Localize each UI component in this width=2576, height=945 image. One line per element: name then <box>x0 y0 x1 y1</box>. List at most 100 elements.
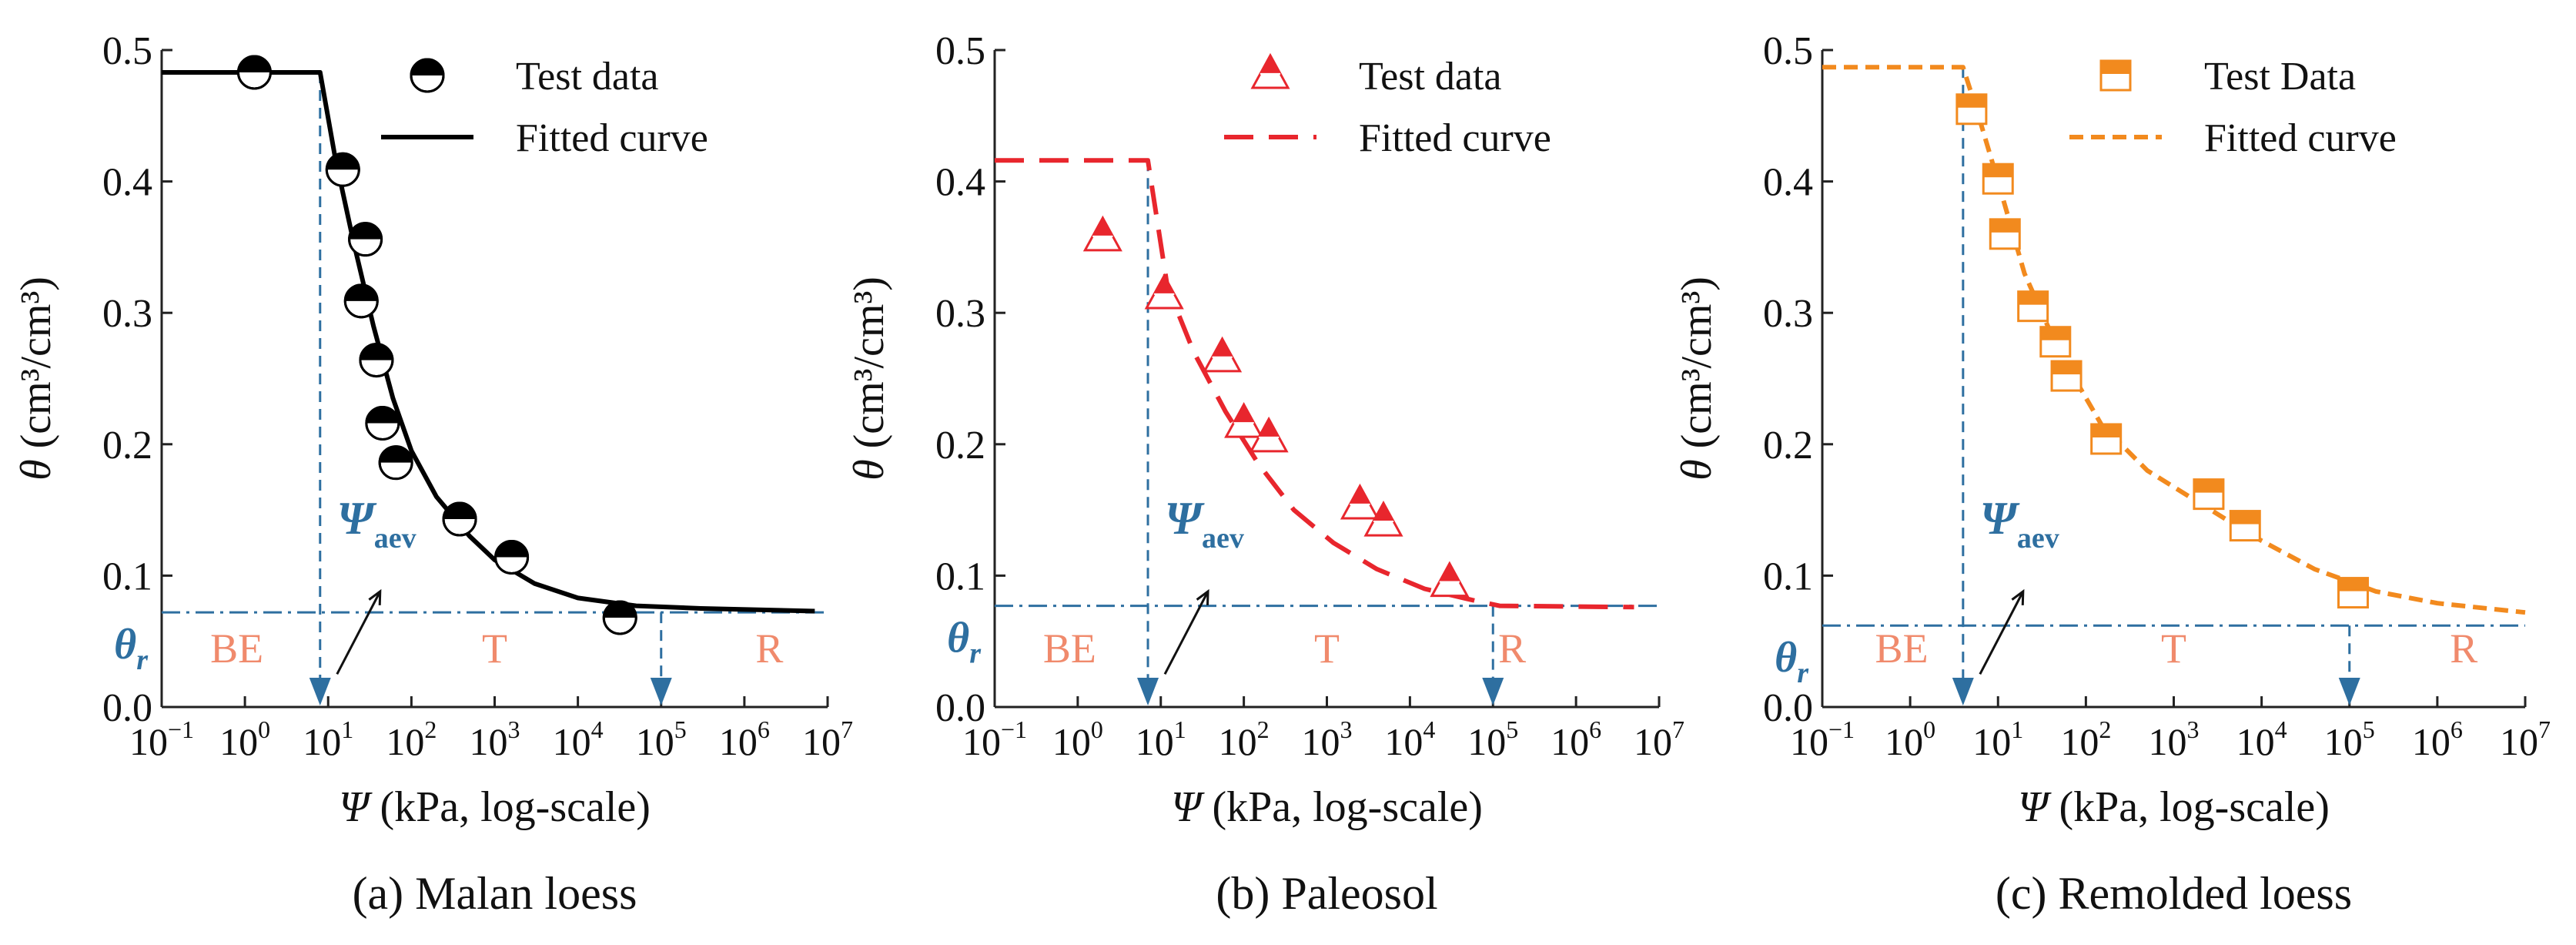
psi-aev-label: Ψaev <box>1980 493 2059 555</box>
fitted-curve <box>162 70 815 614</box>
data-point-9 <box>2229 510 2261 542</box>
psi-aev-pointer-head <box>368 588 382 605</box>
data-point-8 <box>1430 561 1470 598</box>
x-tick-label: 103 <box>470 715 520 763</box>
psi-aev-arrowhead <box>1137 678 1159 705</box>
x-tick-label: 102 <box>1219 715 1270 763</box>
data-point-4-fill <box>345 284 378 301</box>
data-point-5 <box>2039 326 2072 358</box>
data-point-10-ring <box>602 600 637 635</box>
y-tick-label: 0.3 <box>102 292 152 336</box>
data-point-3 <box>1989 218 2021 250</box>
x-tick-label: 107 <box>1634 715 1684 763</box>
data-point-6 <box>2050 360 2083 392</box>
data-point-8 <box>2193 478 2225 511</box>
data-point-9-fill <box>2230 511 2260 524</box>
data-point-3 <box>348 222 383 257</box>
data-point-2 <box>1144 273 1184 310</box>
region-label-r: R <box>2450 625 2477 672</box>
x-tick-label: 107 <box>802 715 853 763</box>
data-point-3 <box>1203 336 1243 373</box>
psi-aev-pointer <box>336 591 382 675</box>
data-point-3-fill <box>349 223 382 240</box>
data-point-8-fill <box>1439 563 1460 582</box>
data-point-8-fill <box>443 503 477 520</box>
panel-caption: (b) Paleosol <box>1216 868 1437 919</box>
data-point-5 <box>359 343 394 378</box>
x-axis-label: Ψ (kPa, log-scale) <box>1171 783 1483 831</box>
x-tick-label: 101 <box>1136 715 1186 763</box>
psi-aev-pointer <box>1979 591 2025 675</box>
theta-r-label: θr <box>1775 634 1809 689</box>
data-point-1-fill <box>1092 217 1113 236</box>
legend-marker-fill <box>1260 55 1281 74</box>
legend-test-label: Test data <box>516 55 659 99</box>
data-point-5-fill <box>2040 327 2070 340</box>
data-point-6 <box>365 406 400 441</box>
x-tick-label: 105 <box>2324 715 2375 763</box>
data-point-1-fill <box>238 56 271 73</box>
legend-fit-label: Fitted curve <box>1359 116 1551 160</box>
data-point-8-fill <box>2193 479 2223 493</box>
data-point-7 <box>1363 500 1403 537</box>
x-tick-label: 101 <box>1972 715 2023 763</box>
data-point-2-fill <box>1983 164 2013 178</box>
x-tick-label: 106 <box>719 715 770 763</box>
y-tick-label: 0.0 <box>935 686 985 730</box>
region-label-t: T <box>482 625 507 672</box>
y-tick-label: 0.2 <box>102 424 152 467</box>
y-tick-label: 0.4 <box>1763 161 1813 205</box>
data-point-7-fill <box>380 446 413 463</box>
data-point-2-fill <box>326 153 360 170</box>
psi-aev-label: Ψaev <box>1165 493 1244 555</box>
data-point-7-fill <box>1373 503 1394 522</box>
x-tick-label: 101 <box>303 715 353 763</box>
y-tick-label: 0.0 <box>102 686 152 730</box>
x-tick-label: 10−1 <box>129 715 194 763</box>
psi-aev-pointer <box>1163 591 1209 675</box>
data-point-2-ring <box>325 152 360 187</box>
y-tick-label: 0.5 <box>102 29 152 73</box>
psi-res-arrowhead <box>1482 678 1504 705</box>
x-axis-label: Ψ (kPa, log-scale) <box>2018 783 2330 831</box>
x-tick-label: 102 <box>386 715 437 763</box>
data-point-4-ring <box>343 283 379 319</box>
data-point-1 <box>1955 93 1988 126</box>
x-tick-label: 106 <box>2412 715 2463 763</box>
legend-fit-label: Fitted curve <box>516 116 708 160</box>
y-tick-label: 0.3 <box>1763 292 1813 336</box>
x-tick-label: 104 <box>2236 715 2287 763</box>
region-label-t: T <box>1314 625 1340 672</box>
data-point-1-ring <box>236 55 272 90</box>
x-tick-label: 104 <box>1384 715 1435 763</box>
y-tick-label: 0.4 <box>102 161 152 205</box>
data-point-9 <box>494 540 530 575</box>
data-point-1-fill <box>1956 94 1986 108</box>
x-axis-label: Ψ (kPa, log-scale) <box>339 783 651 831</box>
legend-test-label: Test Data <box>2204 55 2356 99</box>
data-point-8-ring <box>442 501 477 537</box>
y-tick-label: 0.1 <box>1763 555 1813 598</box>
legend-marker <box>1250 52 1290 89</box>
x-tick-label: 10−1 <box>962 715 1027 763</box>
x-tick-label: 102 <box>2060 715 2111 763</box>
legend: Test data Fitted curve <box>1224 52 1551 160</box>
psi-aev-arrowhead <box>1952 678 1974 705</box>
data-point-6-ring <box>365 406 400 441</box>
data-point-5-fill <box>1258 418 1280 437</box>
psi-aev-label: Ψaev <box>337 493 417 555</box>
legend-marker-fill <box>2101 61 2130 74</box>
y-axis-label: θ (cm³/cm³) <box>12 276 60 481</box>
panel-b: 0.0 0.1 0.2 0.3 0.4 0.5 10−1 100 101 102 103 104 105… <box>845 29 1684 919</box>
data-point-6-fill <box>366 407 399 424</box>
x-tick-label: 107 <box>2500 715 2551 763</box>
y-tick-label: 0.0 <box>1763 686 1813 730</box>
x-tick-label: 100 <box>219 715 270 763</box>
data-point-4-fill <box>2018 291 2048 305</box>
legend-marker-ring <box>410 58 445 93</box>
data-point-4 <box>2017 290 2049 323</box>
data-point-10-fill <box>604 601 637 618</box>
y-tick-label: 0.4 <box>935 161 985 205</box>
data-point-3-fill <box>1212 338 1233 357</box>
